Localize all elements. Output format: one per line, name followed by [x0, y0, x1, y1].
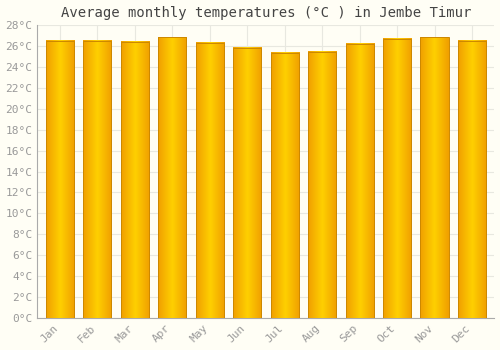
Bar: [458, 41, 486, 318]
Bar: [270, 53, 298, 318]
Bar: [420, 37, 448, 318]
Bar: [84, 41, 112, 318]
Title: Average monthly temperatures (°C ) in Jembe Timur: Average monthly temperatures (°C ) in Je…: [60, 6, 471, 20]
Bar: [308, 52, 336, 318]
Bar: [383, 38, 411, 318]
Bar: [46, 41, 74, 318]
Bar: [158, 37, 186, 318]
Bar: [196, 43, 224, 318]
Bar: [233, 48, 261, 318]
Bar: [121, 42, 149, 318]
Bar: [346, 44, 374, 318]
